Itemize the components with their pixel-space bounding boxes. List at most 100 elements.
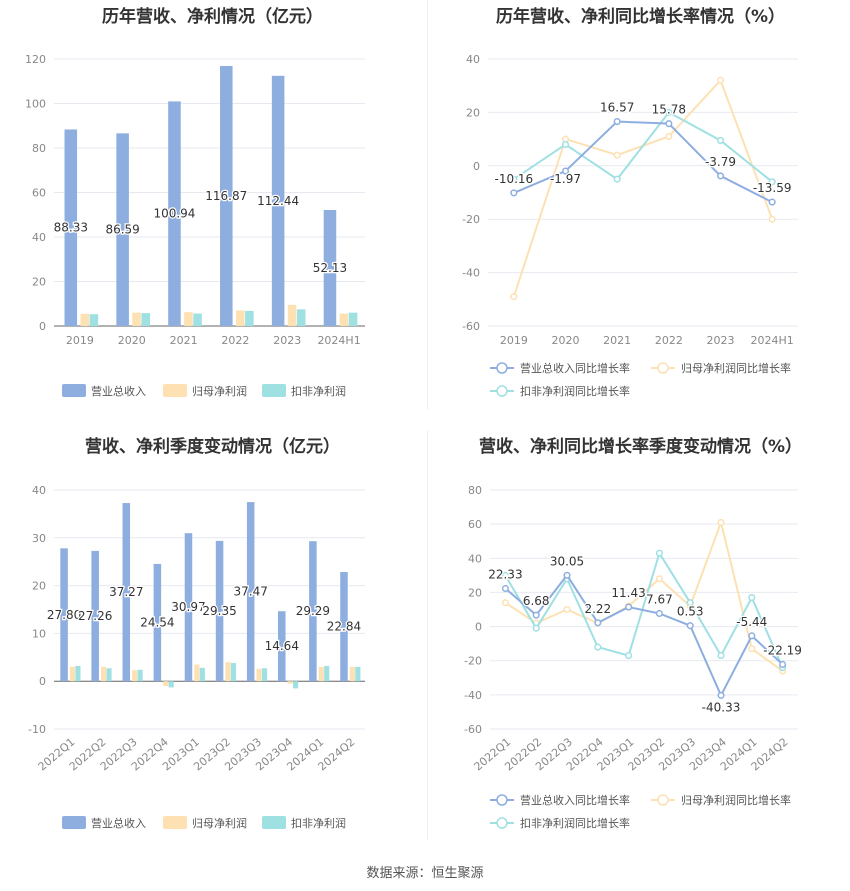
legend-label: 扣非净利润	[291, 816, 346, 830]
y-tick-label: 40	[32, 484, 46, 497]
data-label: 29.29	[296, 604, 330, 618]
legend-swatch	[163, 384, 187, 397]
bar	[287, 681, 293, 684]
y-tick-label: -60	[464, 723, 482, 736]
data-label: 30.97	[171, 600, 205, 614]
y-tick-label: 20	[32, 580, 46, 593]
x-tick-label: 2021	[170, 334, 198, 347]
bar	[235, 310, 245, 326]
bar	[349, 666, 355, 682]
data-label: 0.53	[677, 605, 704, 619]
data-label: -13.59	[753, 181, 792, 195]
data-point	[532, 624, 540, 632]
bar	[132, 670, 138, 682]
data-label: 116.87	[205, 189, 247, 203]
y-tick-label: -10	[28, 723, 46, 736]
data-point	[561, 140, 570, 148]
bar	[215, 540, 224, 682]
data-point	[748, 594, 756, 602]
bar	[60, 548, 68, 682]
bar	[184, 312, 193, 326]
data-point	[563, 571, 571, 579]
quarterly-revenue-chart: -100102030402022Q127.802022Q227.262022Q3…	[28, 484, 365, 830]
legend-label: 扣非净利润同比增长率	[520, 384, 630, 398]
bar	[64, 129, 78, 326]
x-tick-label: 2022	[221, 334, 249, 347]
data-label: 52.13	[313, 261, 347, 275]
x-tick-label: 2024H1	[317, 334, 360, 347]
y-tick-label: -60	[462, 320, 480, 333]
data-label: -40.33	[702, 700, 741, 714]
legend-swatch	[496, 385, 508, 397]
bar	[132, 312, 141, 326]
data-point	[594, 619, 602, 627]
bar	[324, 665, 330, 682]
y-tick-label: 80	[32, 142, 46, 155]
bar	[261, 668, 268, 682]
data-point	[655, 609, 663, 618]
data-point	[717, 691, 725, 699]
y-tick-label: 60	[32, 187, 46, 200]
data-label: 24.54	[140, 616, 174, 630]
data-point	[655, 549, 663, 557]
data-label: 16.57	[600, 101, 634, 115]
data-label: 2.22	[584, 602, 611, 616]
bar	[199, 667, 205, 682]
data-point	[510, 189, 518, 197]
legend-label: 归母净利润同比增长率	[681, 361, 791, 375]
bar	[309, 541, 317, 682]
data-point	[779, 660, 787, 669]
y-tick-label: 60	[468, 518, 482, 531]
divider	[427, 430, 428, 840]
data-label: 15.78	[652, 103, 686, 117]
data-label: 22.84	[327, 620, 361, 634]
y-tick-label: -20	[464, 655, 482, 668]
annual-revenue-chart: 0 20 40 60 80 100 120 2019 88.33 2020 86.59 2021 100…	[25, 53, 365, 398]
y-tick-label: 0	[39, 320, 46, 333]
data-label: -22.19	[763, 643, 802, 657]
legend-swatch	[262, 384, 286, 397]
legend-label: 归母净利润	[192, 384, 247, 398]
series-line	[504, 573, 784, 698]
legend: 营业总收入 归母净利润 扣非净利润	[62, 816, 346, 830]
bar	[355, 666, 361, 682]
data-label: 86.59	[105, 223, 139, 237]
data-point	[532, 611, 540, 619]
y-tick-label: 20	[32, 276, 46, 289]
y-tick-label: 40	[32, 231, 46, 244]
data-point	[501, 584, 509, 593]
y-tick-label: 80	[468, 484, 482, 497]
data-point	[510, 175, 518, 183]
bar	[141, 313, 150, 326]
panel-quarterly-revenue: 营收、净利季度变动情况（亿元） -10 0 10 20 30 40 2022Q1 27.80 2…	[0, 430, 425, 860]
data-point	[501, 599, 509, 607]
legend-swatch	[496, 817, 508, 829]
bar	[168, 101, 181, 326]
legend-swatch	[62, 816, 86, 829]
data-label: -10.16	[494, 172, 533, 186]
data-point	[613, 118, 621, 126]
legend-label: 扣非净利润	[291, 384, 346, 398]
bar	[348, 312, 358, 326]
bar	[278, 611, 286, 682]
bar	[225, 662, 231, 682]
bar	[80, 313, 90, 326]
data-point	[655, 575, 663, 583]
x-tick-label: 2024H1	[751, 334, 794, 347]
data-point	[665, 132, 673, 140]
data-label: 27.26	[78, 609, 112, 623]
quarterly-growth-chart: -60-40-200204060802022Q12022Q22022Q32022…	[464, 484, 803, 830]
series-line	[504, 550, 784, 668]
bar	[246, 502, 255, 682]
data-point	[686, 599, 694, 607]
data-label: 88.33	[54, 221, 88, 235]
data-point	[625, 603, 633, 611]
y-tick-label: 30	[32, 532, 46, 545]
x-tick-label: 2019	[500, 334, 528, 347]
legend-label: 营业总收入同比增长率	[520, 361, 630, 375]
x-tick-label: 2020	[118, 334, 146, 347]
legend-swatch	[496, 794, 508, 806]
x-tick-label: 2022	[655, 334, 683, 347]
data-point	[563, 605, 571, 614]
